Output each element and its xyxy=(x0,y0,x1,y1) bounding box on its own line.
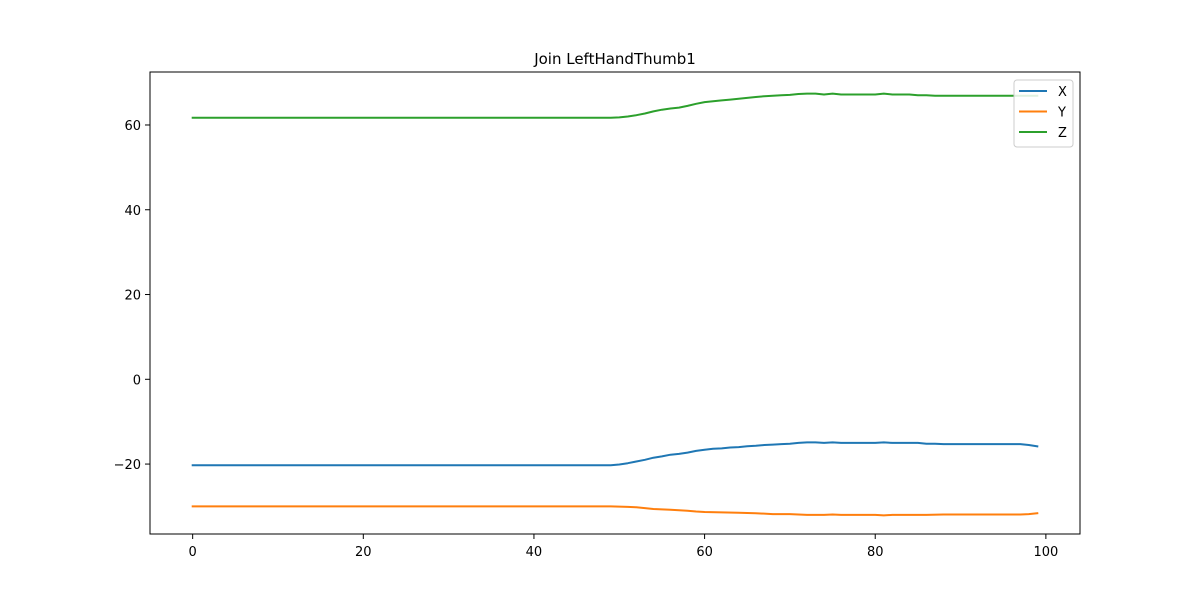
x-tick-label: 0 xyxy=(189,545,197,560)
series-line-z xyxy=(191,92,1039,119)
legend-box xyxy=(1013,79,1074,148)
y-tick-label: 20 xyxy=(124,289,141,304)
x-tick-label: 60 xyxy=(696,545,713,560)
chart-title: Join LeftHandThumb1 xyxy=(533,50,696,68)
y-axis-ticks: −20 0 20 40 60 xyxy=(114,119,150,473)
y-tick-label: 0 xyxy=(133,373,141,388)
x-tick-label: 100 xyxy=(1033,545,1058,560)
y-tick-label: 60 xyxy=(124,119,141,134)
y-tick-label: 40 xyxy=(124,204,141,219)
series-layer xyxy=(191,92,1039,517)
legend-label-x: X xyxy=(1058,85,1067,100)
plot-frame xyxy=(149,71,1081,535)
series-line-x xyxy=(191,441,1039,467)
legend-label-z: Z xyxy=(1058,126,1067,141)
x-axis-ticks: 0 20 40 60 80 100 xyxy=(189,534,1058,560)
y-tick-label: −20 xyxy=(114,458,141,473)
x-tick-label: 20 xyxy=(355,545,372,560)
legend-label-y: Y xyxy=(1057,106,1066,121)
x-tick-label: 40 xyxy=(526,545,543,560)
series-line-y xyxy=(191,505,1039,517)
x-tick-label: 80 xyxy=(867,545,884,560)
legend: XYZ xyxy=(1013,79,1074,148)
